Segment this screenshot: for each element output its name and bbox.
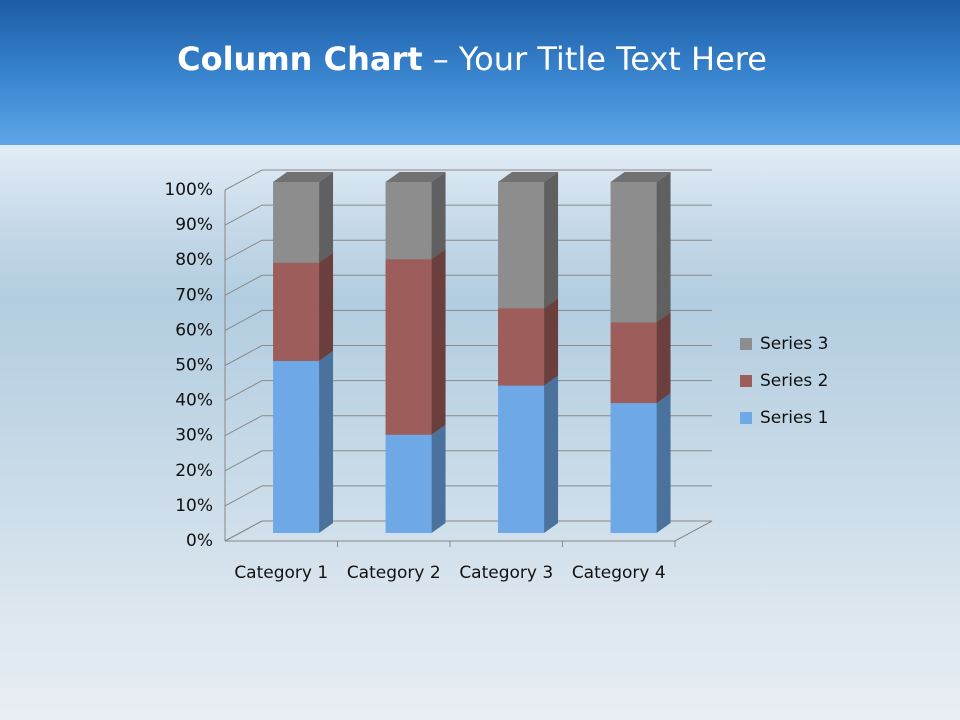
slide-title: Column Chart – Your Title Text Here	[0, 40, 944, 78]
grid-line	[224, 345, 712, 366]
bar-side	[431, 249, 446, 435]
grid-line	[224, 485, 712, 507]
bar	[273, 262, 320, 362]
y-tick-label: 90%	[175, 215, 213, 235]
y-tick-label: 60%	[175, 320, 213, 340]
x-tick-label: Category 3	[459, 563, 554, 583]
bar-side	[656, 393, 671, 533]
bar	[498, 182, 545, 309]
title-regular: – Your Title Text Here	[432, 40, 767, 78]
y-tick-label: 50%	[175, 356, 213, 376]
y-tick-label: 30%	[175, 426, 213, 446]
bar-side	[544, 172, 559, 309]
bar-side	[319, 252, 334, 362]
legend-label: Series 3	[760, 334, 829, 354]
y-tick-label: 80%	[175, 250, 213, 270]
bar	[273, 182, 320, 263]
grid-line	[224, 169, 712, 191]
grid-line	[224, 520, 712, 542]
bar-side	[319, 172, 334, 263]
bar	[385, 182, 432, 260]
bar	[273, 361, 320, 533]
title-bold: Column Chart	[177, 40, 423, 78]
legend-swatch	[740, 412, 752, 424]
y-tick-label: 70%	[175, 285, 213, 305]
bar-side	[656, 312, 671, 404]
grid-line	[224, 239, 712, 261]
grid-line	[224, 309, 712, 331]
x-tick-label: Category 2	[346, 563, 441, 583]
bar	[385, 259, 432, 435]
grid-line	[224, 380, 712, 402]
legend-label: Series 1	[760, 408, 829, 428]
bar-side	[431, 172, 446, 260]
bar	[610, 322, 657, 404]
bar-top	[273, 172, 334, 182]
bar-top	[610, 172, 671, 182]
bar-top	[385, 172, 446, 182]
grid-line	[224, 204, 712, 226]
y-tick-label: 20%	[175, 461, 213, 481]
y-tick-label: 100%	[164, 180, 213, 200]
y-tick-label: 0%	[186, 531, 213, 551]
legend-label: Series 2	[760, 371, 829, 391]
legend-swatch	[740, 375, 752, 387]
bar-side	[544, 375, 559, 533]
bar	[610, 182, 657, 323]
x-tick-label: Category 4	[571, 563, 666, 583]
bar-side	[319, 351, 334, 533]
bar-side	[656, 172, 671, 323]
y-tick-label: 40%	[175, 391, 213, 411]
grid-line	[224, 450, 712, 472]
bar	[498, 308, 545, 386]
bar-side	[544, 298, 559, 386]
grid-line	[224, 274, 712, 296]
bar	[385, 434, 432, 533]
legend-swatch	[740, 338, 752, 350]
bar	[498, 385, 545, 533]
y-tick-label: 10%	[175, 496, 213, 516]
bar-side	[431, 424, 446, 533]
bar	[610, 403, 657, 533]
header	[0, 0, 960, 145]
grid-line	[224, 415, 712, 437]
bar-top	[498, 172, 559, 182]
x-tick-label: Category 1	[234, 563, 329, 583]
